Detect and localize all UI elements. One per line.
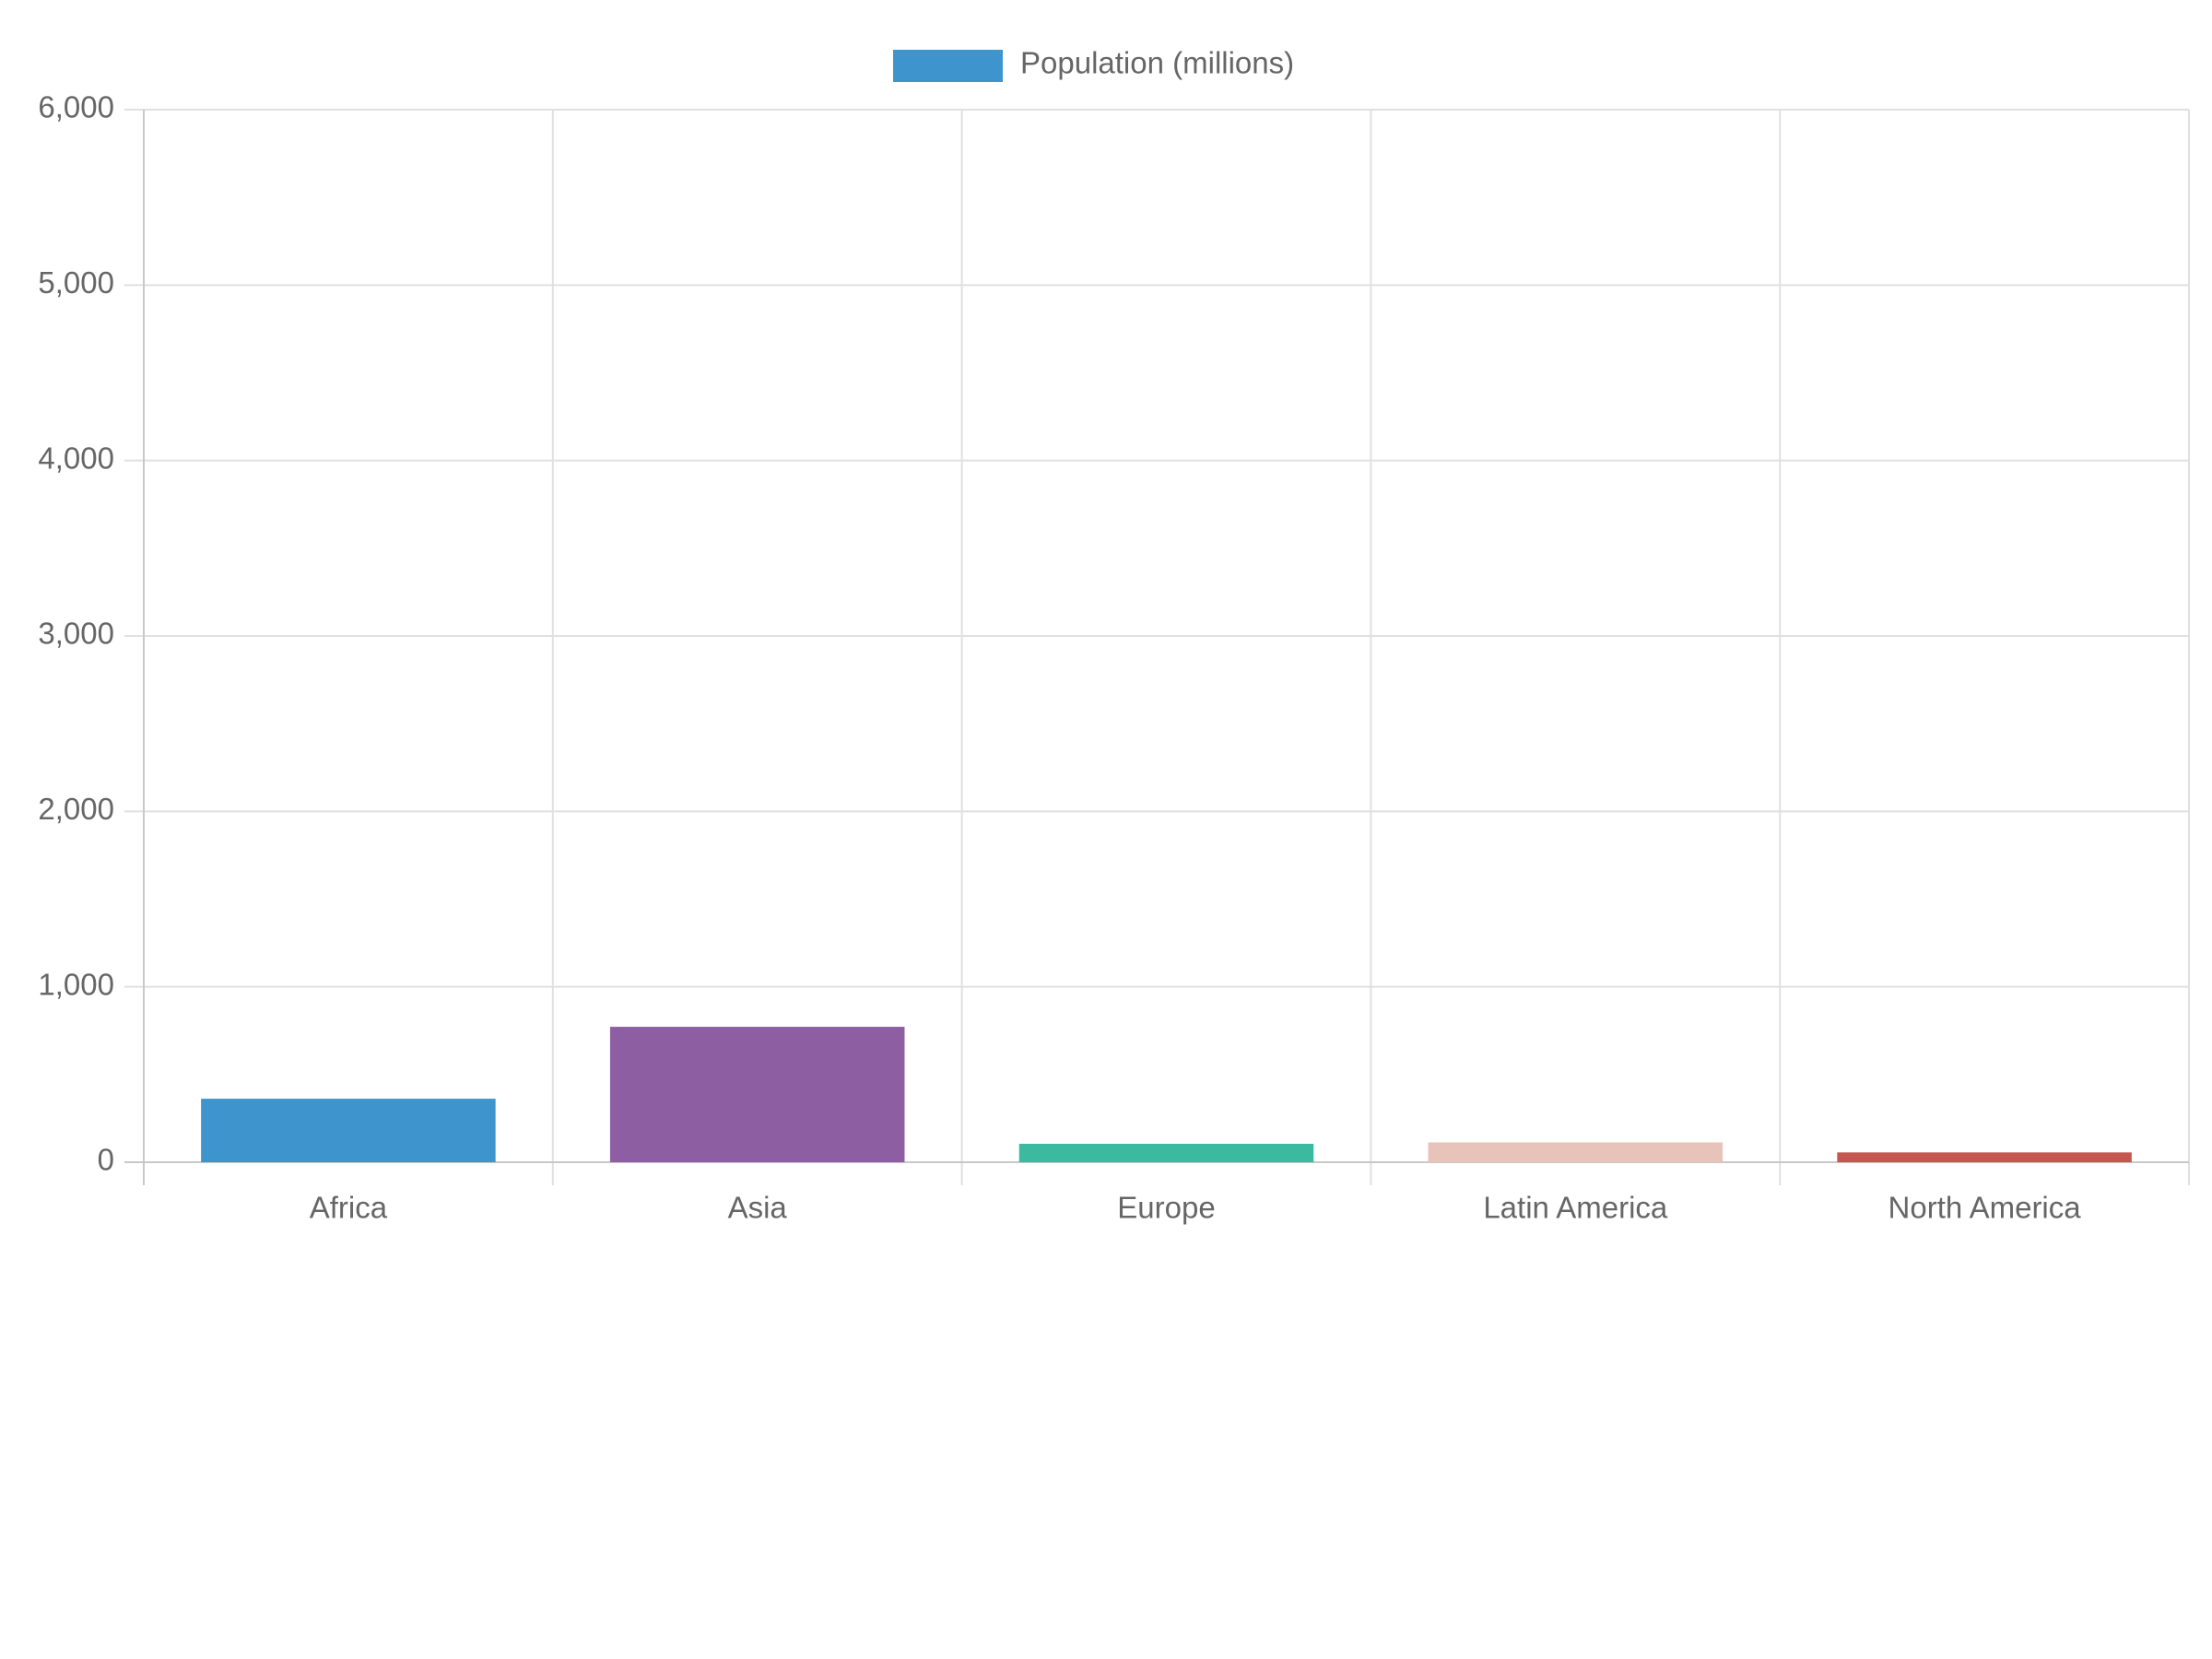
bar (609, 1027, 905, 1162)
x-tick-label: Latin America (1483, 1191, 1668, 1225)
y-tick-label: 3,000 (38, 617, 114, 651)
x-tick-label: North America (1888, 1191, 2082, 1225)
bar (1428, 1142, 1724, 1162)
legend-label: Population (millions) (1020, 46, 1294, 80)
x-tick-label: Africa (310, 1191, 388, 1225)
x-tick-label: Europe (1117, 1191, 1215, 1225)
bar (1837, 1152, 2132, 1162)
legend-swatch (893, 50, 1003, 82)
y-tick-label: 0 (98, 1143, 114, 1177)
bar (201, 1099, 496, 1162)
y-tick-label: 2,000 (38, 792, 114, 826)
y-tick-label: 1,000 (38, 967, 114, 1001)
bar (1018, 1144, 1314, 1162)
y-tick-label: 6,000 (38, 90, 114, 124)
y-tick-label: 4,000 (38, 441, 114, 475)
x-tick-label: Asia (728, 1191, 788, 1225)
y-tick-label: 5,000 (38, 265, 114, 300)
